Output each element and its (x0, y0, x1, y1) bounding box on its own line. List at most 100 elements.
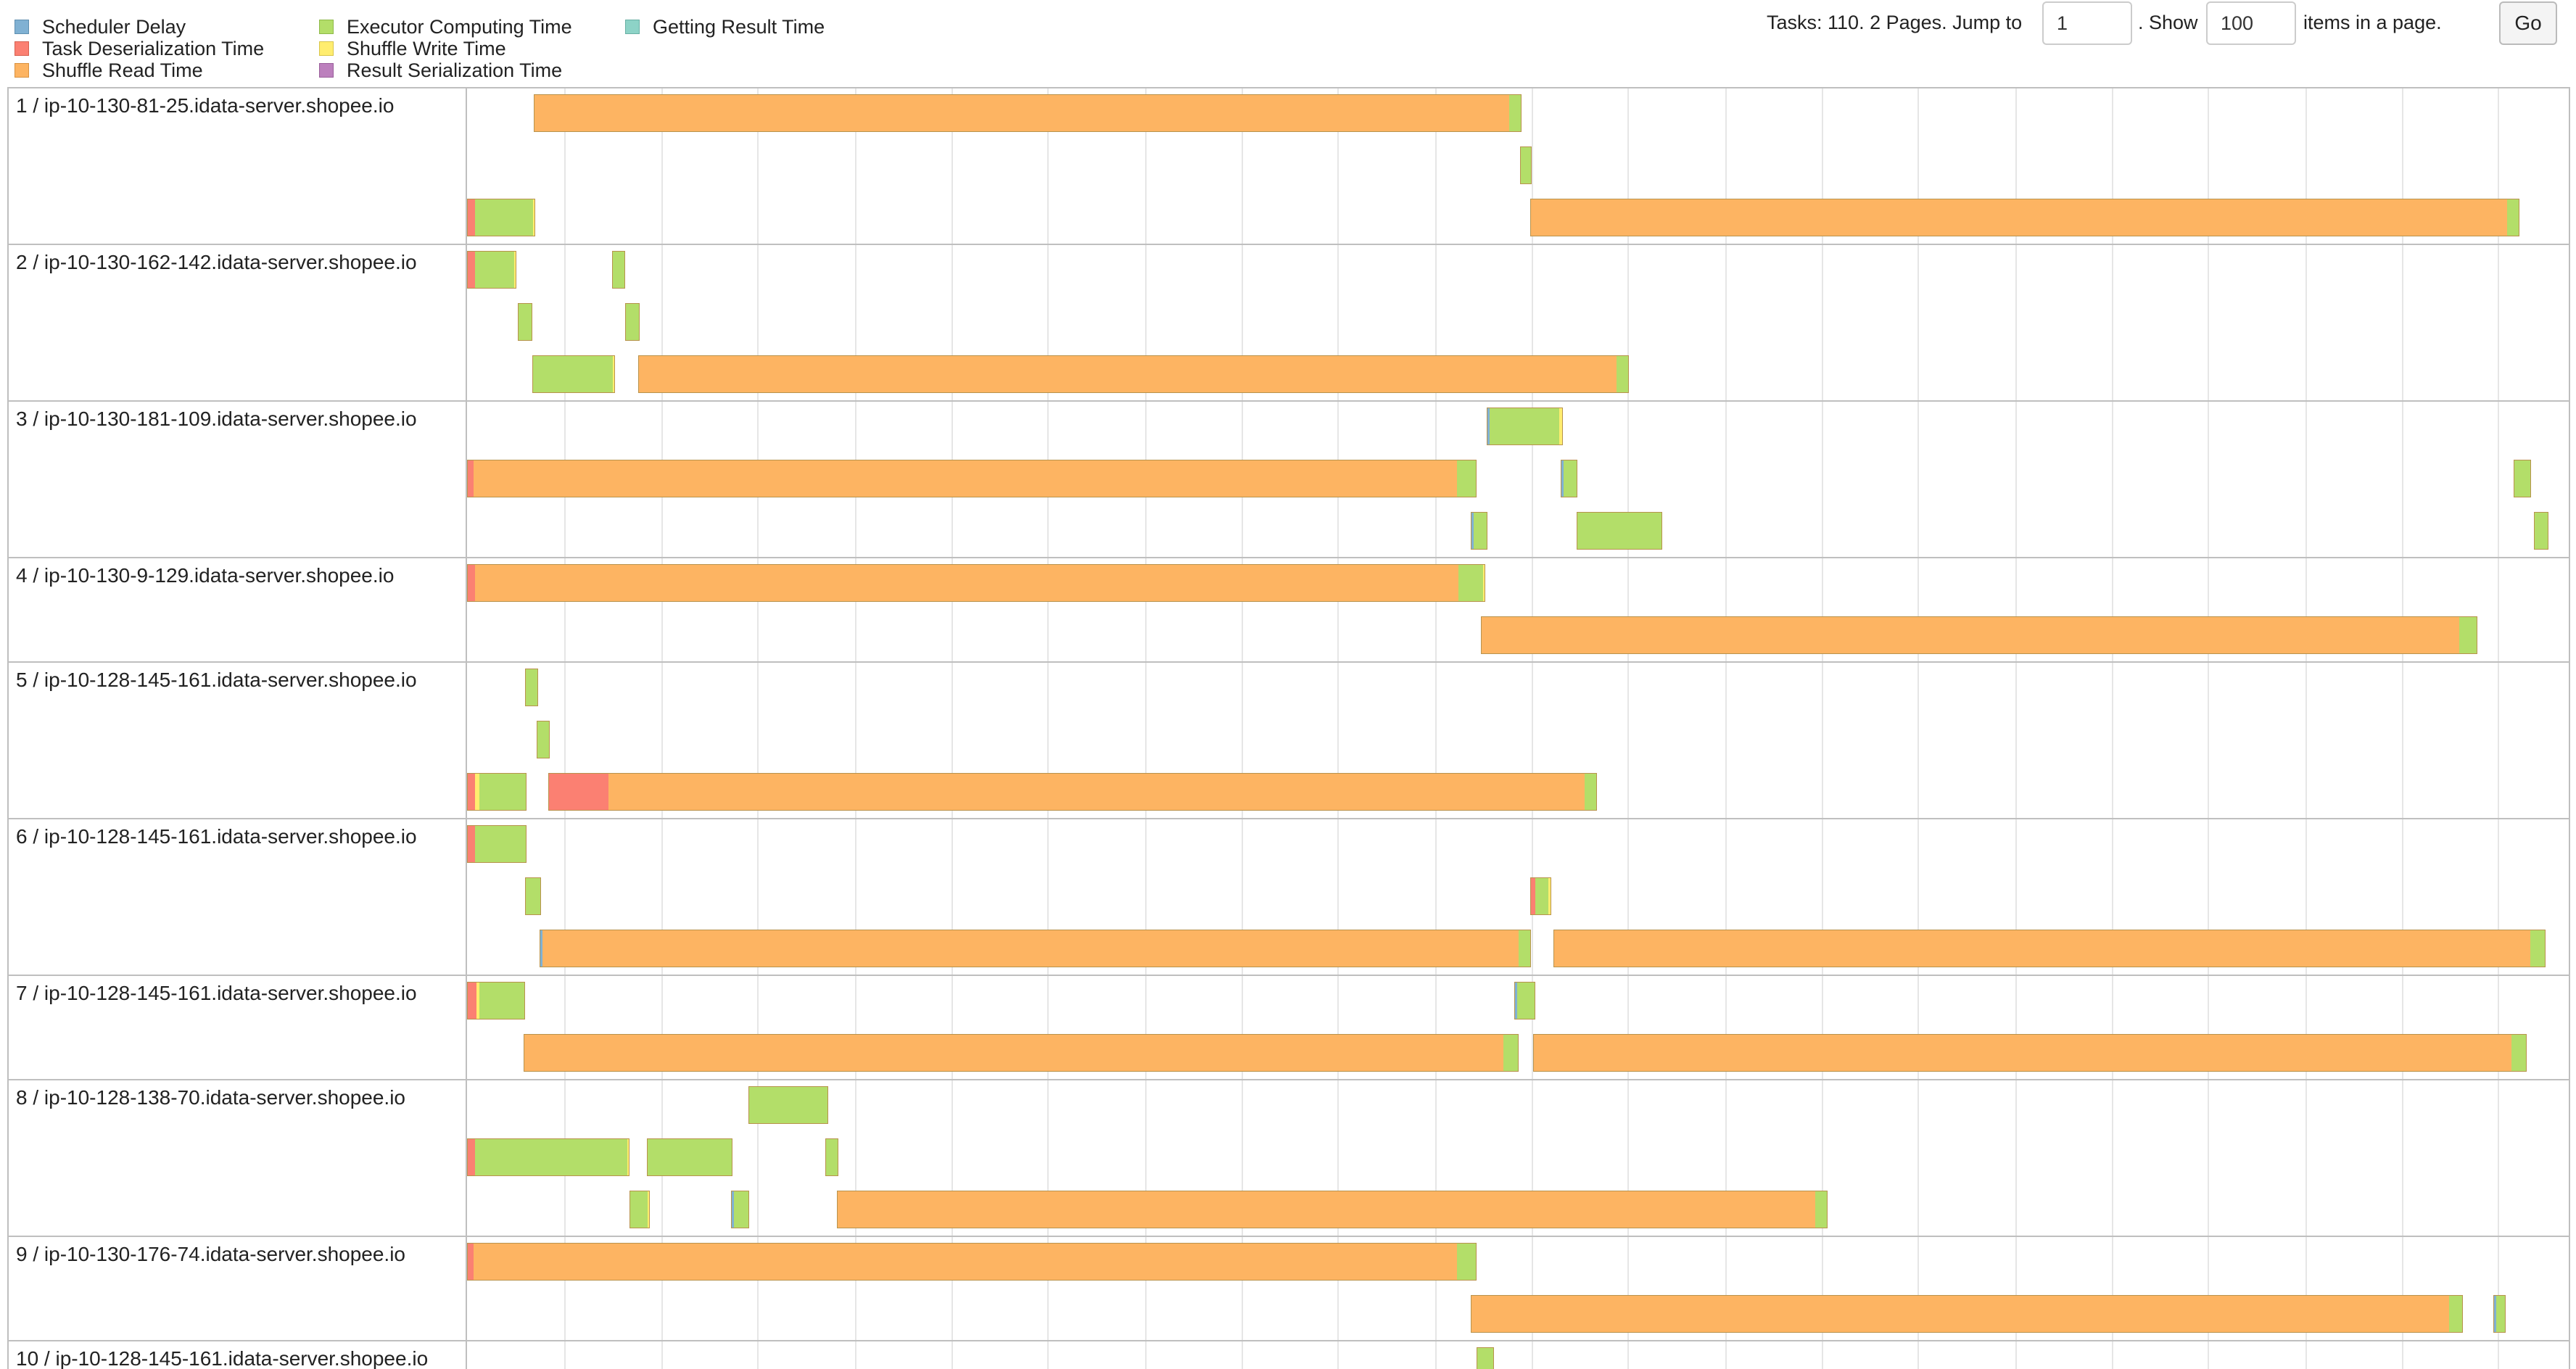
task-bar-segment (1519, 930, 1530, 967)
task-bar[interactable] (534, 94, 1522, 132)
task-bar[interactable] (467, 1138, 629, 1176)
task-bar[interactable] (548, 773, 1597, 811)
items-per-page-text: items in a page. (2303, 12, 2442, 33)
task-bar-segment (534, 95, 1509, 131)
task-bar-segment (1585, 774, 1596, 810)
task-bar[interactable] (1530, 877, 1551, 915)
legend-label: Executor Computing Time (347, 16, 572, 38)
page-jump-input[interactable] (2042, 1, 2132, 45)
task-bar[interactable] (625, 303, 640, 341)
timeline-gridline (1627, 88, 1629, 1369)
task-bar-segment (475, 826, 526, 862)
task-bar[interactable] (467, 199, 535, 236)
task-bar[interactable] (467, 460, 1477, 497)
task-bar-segment (476, 983, 479, 1019)
task-bar[interactable] (1553, 930, 2546, 967)
task-bar-segment (1535, 878, 1548, 914)
executor-row (467, 976, 2569, 1080)
timeline-gridline (2208, 88, 2209, 1369)
executor-label: 2 / ip-10-130-162-142.idata-server.shope… (9, 245, 466, 402)
task-bar[interactable] (525, 669, 538, 706)
timeline-gridline (2112, 88, 2113, 1369)
task-bar-segment (2496, 1296, 2505, 1332)
task-bar[interactable] (532, 355, 615, 393)
task-bar[interactable] (1471, 512, 1487, 550)
task-bar[interactable] (1520, 146, 1532, 184)
show-text: . Show (2138, 12, 2198, 33)
task-bar-segment (1503, 1035, 1518, 1071)
task-bar[interactable] (1477, 1347, 1494, 1369)
timeline-gridline (1145, 88, 1147, 1369)
task-bar[interactable] (629, 1191, 650, 1228)
task-bar-segment (475, 1139, 627, 1175)
task-bar[interactable] (748, 1086, 828, 1124)
task-bar-segment (734, 1191, 748, 1228)
task-bar[interactable] (1487, 408, 1563, 445)
page-size-input[interactable] (2206, 1, 2296, 45)
task-bar[interactable] (2493, 1295, 2506, 1333)
task-bar-segment (1577, 513, 1661, 549)
task-bar[interactable] (638, 355, 1629, 393)
task-bar[interactable] (1530, 199, 2519, 236)
task-bar[interactable] (467, 251, 516, 289)
task-bar[interactable] (612, 251, 625, 289)
legend-swatch (319, 20, 334, 34)
task-bar-segment (1471, 1296, 2449, 1332)
task-bar[interactable] (1577, 512, 1662, 550)
task-bar-segment (468, 565, 475, 601)
task-bar-segment (838, 1191, 1815, 1228)
task-bar[interactable] (1471, 1295, 2463, 1333)
timeline-gridline (1822, 88, 1823, 1369)
task-bar-segment (1554, 930, 2530, 967)
task-bar[interactable] (2514, 460, 2531, 497)
task-bar-segment (526, 878, 540, 914)
executor-row (467, 558, 2569, 663)
task-bar[interactable] (731, 1191, 749, 1228)
task-bar-segment (1457, 1244, 1476, 1280)
task-bar[interactable] (1533, 1034, 2527, 1072)
task-bar[interactable] (537, 721, 550, 758)
go-button[interactable]: Go (2499, 1, 2557, 45)
task-bar[interactable] (540, 930, 1531, 967)
task-bar[interactable] (1561, 460, 1577, 497)
executor-label: 6 / ip-10-128-145-161.idata-server.shope… (9, 819, 466, 976)
task-bar[interactable] (524, 1034, 1519, 1072)
task-bar-segment (1477, 1348, 1493, 1369)
task-bar-segment (1548, 878, 1551, 914)
task-bar[interactable] (2534, 512, 2548, 550)
task-bar[interactable] (467, 982, 525, 1019)
task-bar-segment (475, 199, 533, 236)
executor-row (467, 1080, 2569, 1237)
task-bar[interactable] (647, 1138, 732, 1176)
task-bar[interactable] (825, 1138, 838, 1176)
task-bar-segment (468, 460, 474, 497)
legend-swatch (625, 20, 640, 34)
task-bar-segment (468, 826, 475, 862)
timeline-gridline (661, 88, 663, 1369)
task-bar-segment (519, 304, 532, 340)
executor-row (467, 402, 2569, 558)
executor-row (467, 1237, 2569, 1341)
task-bar-segment (648, 1139, 732, 1175)
task-bar[interactable] (837, 1191, 1828, 1228)
executor-label-column: 1 / ip-10-130-81-25.idata-server.shopee.… (9, 88, 467, 1369)
task-bar-segment (2507, 199, 2519, 236)
task-bar-segment (526, 669, 537, 706)
legend-swatch (319, 41, 334, 56)
legend-label: Task Deserialization Time (42, 38, 265, 59)
task-bar[interactable] (1481, 616, 2477, 654)
task-bar-segment (2449, 1296, 2462, 1332)
task-bar[interactable] (467, 564, 1485, 602)
task-bar[interactable] (467, 1243, 1477, 1281)
legend-label: Result Serialization Time (347, 59, 563, 81)
timeline-gridline (2305, 88, 2307, 1369)
timeline-gridline (951, 88, 953, 1369)
task-bar-segment (468, 774, 475, 810)
task-bar-segment (608, 774, 1585, 810)
task-bar[interactable] (1514, 982, 1535, 1019)
task-bar[interactable] (518, 303, 532, 341)
task-bar[interactable] (525, 877, 541, 915)
task-bar[interactable] (467, 825, 527, 863)
timeline-gridline (855, 88, 856, 1369)
task-bar[interactable] (467, 773, 527, 811)
